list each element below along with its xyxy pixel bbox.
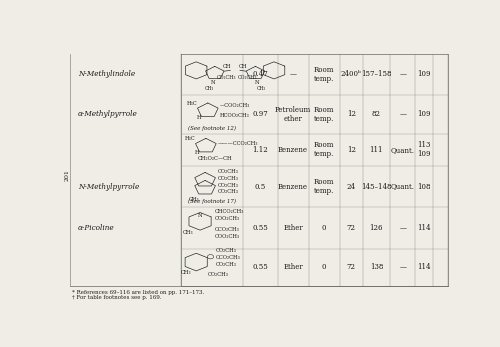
Text: 72: 72 [346,263,356,271]
Text: 0.55: 0.55 [252,224,268,232]
Text: —: — [290,70,296,78]
Text: 82: 82 [372,110,381,118]
Text: 109: 109 [417,70,430,78]
Text: 114: 114 [417,263,430,271]
Text: Benzene: Benzene [278,146,308,154]
Text: CH₃: CH₃ [180,270,191,275]
Text: 157–158: 157–158 [361,70,392,78]
Text: CCO₂CH₃: CCO₂CH₃ [216,255,240,260]
Text: 108: 108 [417,183,430,191]
Text: ———CCO₂CH₃: ———CCO₂CH₃ [218,141,258,146]
Text: N-Methylpyrrole: N-Methylpyrrole [78,183,139,191]
Text: 201: 201 [64,169,70,181]
Text: α-Picoline: α-Picoline [78,224,114,232]
Text: Room
temp.: Room temp. [314,141,334,159]
Text: N: N [255,80,260,85]
Text: N: N [210,80,215,85]
Text: 2400ᵇ: 2400ᵇ [341,70,361,78]
Text: 72: 72 [346,224,356,232]
Text: —COO₂CH₃: —COO₂CH₃ [220,103,250,108]
Text: Ether: Ether [283,224,303,232]
Text: 138: 138 [370,263,383,271]
Text: CO₂CH₃: CO₂CH₃ [238,75,258,79]
Text: CO₂CH₃: CO₂CH₃ [218,176,238,181]
Text: CH: CH [238,65,247,69]
Text: 126: 126 [370,224,383,232]
Text: —: — [399,110,406,118]
Text: —: — [399,263,406,271]
Text: 0.55: 0.55 [252,263,268,271]
Text: 0.5: 0.5 [254,183,266,191]
Text: CCO₂CH₃: CCO₂CH₃ [215,227,240,232]
Text: H₃C: H₃C [185,136,196,141]
Text: CO₂CH₃: CO₂CH₃ [216,75,236,79]
Text: N: N [198,213,202,219]
Text: CH₂O₂C—CH: CH₂O₂C—CH [198,156,232,161]
Text: H: H [196,115,201,120]
Text: Ether: Ether [283,263,303,271]
Text: —: — [399,70,406,78]
Text: 145–148: 145–148 [361,183,392,191]
Text: Room
temp.: Room temp. [314,66,334,83]
Text: CO₂CH₃: CO₂CH₃ [216,262,236,267]
Text: 0.47: 0.47 [252,70,268,78]
Text: 114: 114 [417,224,430,232]
Text: HCOO₂CH₃: HCOO₂CH₃ [220,113,249,118]
Text: COO₂CH₃: COO₂CH₃ [215,234,240,239]
Text: H: H [195,150,200,155]
Text: Quant.: Quant. [390,183,414,191]
Text: CH: CH [223,65,232,69]
Text: 12: 12 [346,110,356,118]
Text: CH₃: CH₃ [189,197,200,202]
Text: CH₃: CH₃ [183,229,194,235]
Text: (See footnote 12): (See footnote 12) [188,125,236,130]
Text: 24: 24 [346,183,356,191]
Text: 12: 12 [346,146,356,154]
Text: N-Methylindole: N-Methylindole [78,70,135,78]
Text: 113
109: 113 109 [417,141,430,159]
Text: † For table footnotes see p. 169.: † For table footnotes see p. 169. [72,295,162,300]
Text: CH₃: CH₃ [256,86,266,91]
Text: CO₂CH₃: CO₂CH₃ [218,183,238,188]
Text: * References 69–116 are listed on pp. 171–173.: * References 69–116 are listed on pp. 17… [72,290,204,295]
Text: α-Methylpyrrole: α-Methylpyrrole [78,110,138,118]
Text: CH₃: CH₃ [204,86,214,91]
Text: Quant.: Quant. [390,146,414,154]
Text: Petroleum
ether: Petroleum ether [275,106,311,123]
Text: CHCO₂CH₃: CHCO₂CH₃ [215,210,244,214]
Text: —: — [399,224,406,232]
Text: 0.97: 0.97 [252,110,268,118]
Text: (See footnote 17): (See footnote 17) [188,199,236,204]
Text: CO₂CH₃: CO₂CH₃ [208,272,229,277]
Text: 0: 0 [322,224,326,232]
Text: 109: 109 [417,110,430,118]
Text: Benzene: Benzene [278,183,308,191]
Text: CO₂CH₃: CO₂CH₃ [218,189,238,194]
Text: 0: 0 [322,263,326,271]
Text: Room
temp.: Room temp. [314,178,334,195]
Text: 111: 111 [370,146,383,154]
Text: CO₂CH₃: CO₂CH₃ [218,169,238,175]
Text: 1.12: 1.12 [252,146,268,154]
Text: CO₂CH₃: CO₂CH₃ [216,248,236,253]
Text: H₃C: H₃C [186,101,198,106]
Text: Room
temp.: Room temp. [314,106,334,123]
Text: COO₂CH₃: COO₂CH₃ [215,216,240,221]
